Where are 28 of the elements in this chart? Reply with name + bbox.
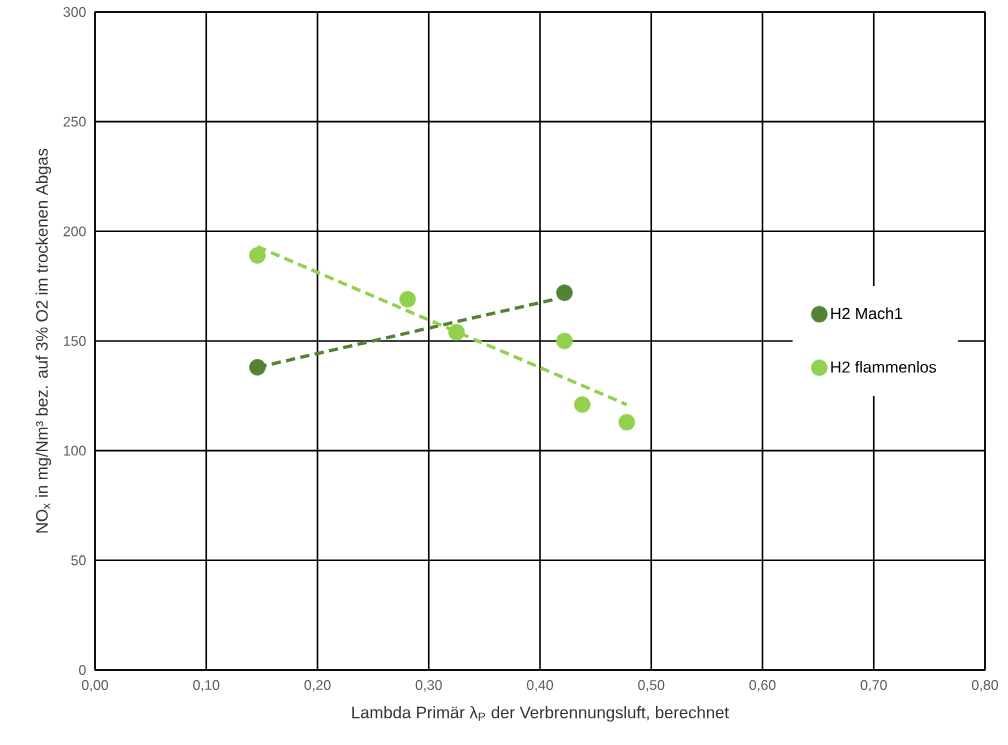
x-tick-label: 0,50 bbox=[638, 680, 665, 692]
y-tick-label: 50 bbox=[71, 555, 86, 566]
point bbox=[399, 291, 416, 308]
legend-label: H2 flammenlos bbox=[831, 361, 937, 373]
point bbox=[448, 323, 465, 341]
point bbox=[249, 247, 266, 264]
x-tick-label: 0,80 bbox=[971, 680, 999, 692]
y-tick-label: 150 bbox=[64, 336, 86, 346]
point bbox=[249, 359, 266, 376]
y-tick-label: 100 bbox=[64, 445, 86, 456]
y-tick-label: 0 bbox=[79, 665, 86, 675]
x-tick-label: 0,70 bbox=[860, 680, 887, 692]
x-tick-label: 0,00 bbox=[81, 680, 109, 692]
x-axis-title: Lambda Primär λ$_{P}$ der Verbrennungsluft, berechnet bbox=[352, 706, 729, 722]
y-tick-label: 300 bbox=[63, 7, 86, 17]
point bbox=[618, 413, 636, 431]
x-tick-label: 0,60 bbox=[749, 680, 776, 692]
y-tick-label: 250 bbox=[63, 116, 86, 127]
x-tick-label: 0,10 bbox=[193, 680, 220, 692]
x-tick-label: 0,30 bbox=[415, 680, 442, 692]
point bbox=[574, 396, 591, 413]
legend-label: H2 Mach1 bbox=[831, 307, 903, 320]
point bbox=[556, 332, 573, 350]
y-axis-title: NO$_{x}$ in mg/Nm³ bez. auf 3% O2 im trockenen Abgas bbox=[35, 148, 52, 533]
x-tick-label: 0,20 bbox=[304, 680, 331, 692]
x-tick-label: 0,40 bbox=[526, 680, 554, 692]
y-tick-label: 200 bbox=[63, 226, 86, 237]
point bbox=[556, 284, 573, 301]
